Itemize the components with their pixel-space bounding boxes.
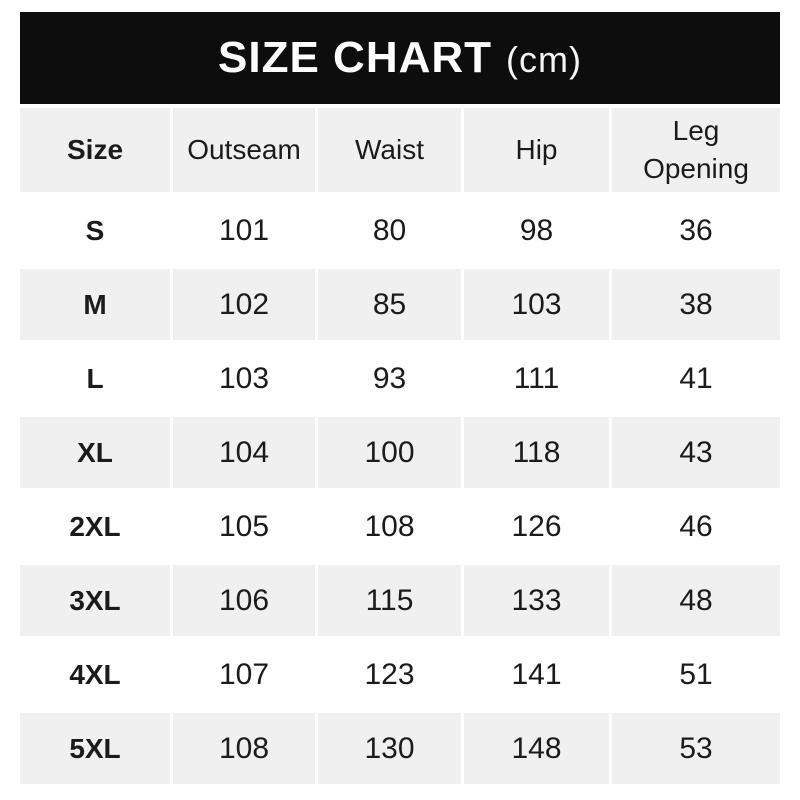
hip-value: 133 — [464, 565, 609, 636]
size-label: L — [20, 343, 170, 414]
leg-opening-value: 43 — [612, 417, 780, 488]
col-header-waist: Waist — [318, 108, 461, 192]
hip-value: 141 — [464, 639, 609, 710]
col-header-hip: Hip — [464, 108, 609, 192]
leg-opening-value: 48 — [612, 565, 780, 636]
outseam-value: 107 — [173, 639, 315, 710]
col-header-outseam: Outseam — [173, 108, 315, 192]
leg-opening-value: 36 — [612, 195, 780, 266]
size-label: M — [20, 269, 170, 340]
hip-value: 118 — [464, 417, 609, 488]
hip-value: 103 — [464, 269, 609, 340]
waist-value: 85 — [318, 269, 461, 340]
size-label: 5XL — [20, 713, 170, 784]
col-header-size: Size — [20, 108, 170, 192]
waist-value: 130 — [318, 713, 461, 784]
hip-value: 126 — [464, 491, 609, 562]
leg-opening-value: 53 — [612, 713, 780, 784]
size-label: 3XL — [20, 565, 170, 636]
size-label: S — [20, 195, 170, 266]
title-bar: SIZE CHART (cm) — [20, 12, 780, 104]
leg-opening-value: 46 — [612, 491, 780, 562]
size-label: 2XL — [20, 491, 170, 562]
outseam-value: 102 — [173, 269, 315, 340]
waist-value: 115 — [318, 565, 461, 636]
size-table: Size Outseam Waist Hip Leg Opening S 101… — [20, 108, 780, 784]
waist-value: 93 — [318, 343, 461, 414]
outseam-value: 101 — [173, 195, 315, 266]
title-main: SIZE CHART — [218, 33, 493, 82]
hip-value: 148 — [464, 713, 609, 784]
outseam-value: 104 — [173, 417, 315, 488]
col-header-leg-opening: Leg Opening — [612, 108, 780, 192]
waist-value: 108 — [318, 491, 461, 562]
outseam-value: 103 — [173, 343, 315, 414]
size-chart-container: SIZE CHART (cm) Size Outseam Waist Hip Le… — [20, 12, 780, 784]
page-title: SIZE CHART (cm) — [218, 36, 582, 80]
outseam-value: 105 — [173, 491, 315, 562]
waist-value: 80 — [318, 195, 461, 266]
title-unit: (cm) — [506, 39, 582, 80]
leg-opening-value: 51 — [612, 639, 780, 710]
leg-opening-value: 41 — [612, 343, 780, 414]
leg-opening-value: 38 — [612, 269, 780, 340]
size-label: XL — [20, 417, 170, 488]
waist-value: 123 — [318, 639, 461, 710]
waist-value: 100 — [318, 417, 461, 488]
size-label: 4XL — [20, 639, 170, 710]
hip-value: 98 — [464, 195, 609, 266]
outseam-value: 108 — [173, 713, 315, 784]
outseam-value: 106 — [173, 565, 315, 636]
hip-value: 111 — [464, 343, 609, 414]
